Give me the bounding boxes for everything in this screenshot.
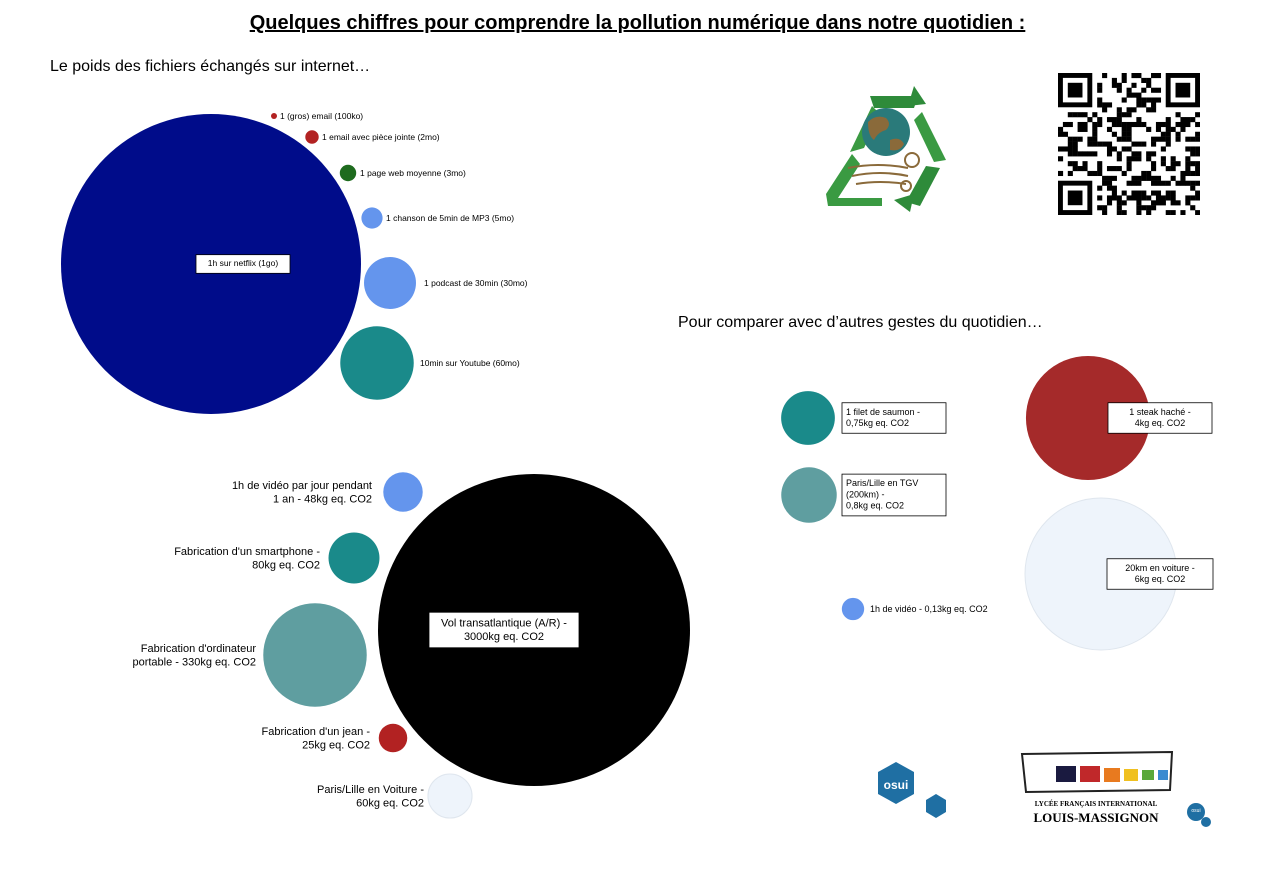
bubble-label-1-5: 1 podcast de 30min (30mo)	[424, 278, 528, 288]
osui-text: osui	[883, 778, 909, 792]
bubble-label-box-3-5	[1106, 558, 1214, 590]
bubble-label-3-3: 1h de vidéo - 0,13kg eq. CO2	[870, 604, 988, 614]
bubble-1-5	[364, 257, 416, 309]
bubble-2-2	[328, 532, 380, 584]
qr-code-icon	[1058, 73, 1200, 215]
school-line1: LYCÉE FRANÇAIS INTERNATIONAL	[1034, 800, 1158, 808]
bubble-label-2-6: Vol transatlantique (A/R) -3000kg eq. CO…	[441, 617, 567, 643]
bubble-label-box-3-4	[1107, 402, 1213, 434]
bubble-1-6	[340, 326, 414, 400]
subtitle-compare: Pour comparer avec d’autres gestes du qu…	[678, 314, 1043, 331]
bubble-label-1-7: 1h sur netflix (1go)	[208, 258, 279, 268]
osui-logo: osui	[874, 760, 958, 826]
bubble-label-3-2: Paris/Lille en TGV (200km) -0,8kg eq. CO2	[846, 478, 918, 511]
bubble-label-2-1: 1h de vidéo par jour pendant 1 an - 48kg …	[232, 480, 372, 506]
small-osui-text: osui	[1191, 808, 1201, 814]
recycle-earth-icon	[826, 86, 946, 212]
bubble-label-1-4: 1 chanson de 5min de MP3 (5mo)	[386, 213, 514, 223]
bubble-label-1-3: 1 page web moyenne (3mo)	[360, 168, 466, 178]
bubble-label-box-3-1	[841, 402, 947, 434]
bubble-label-3-1: 1 filet de saumon -0,75kg eq. CO2	[846, 407, 920, 428]
bubble-label-box-1-7	[195, 254, 291, 274]
bubble-label-1-2: 1 email avec pièce jointe (2mo)	[322, 132, 440, 142]
bubble-chart-3	[781, 355, 1178, 651]
school-line2: LOUIS-MASSIGNON	[1033, 810, 1159, 825]
school-logo: LYCÉE FRANÇAIS INTERNATIONAL LOUIS-MASSI…	[1014, 748, 1220, 832]
bubble-3-1	[781, 391, 835, 445]
bubble-3-2	[781, 467, 837, 523]
bubble-label-box-2-6	[428, 611, 580, 649]
bubble-1-1	[271, 113, 277, 119]
subtitle-files: Le poids des fichiers échangés sur inter…	[50, 58, 371, 75]
bubble-2-1	[383, 472, 423, 512]
bubble-3-4	[1025, 355, 1151, 481]
bubble-2-5	[427, 773, 473, 819]
bubble-label-3-5: 20km en voiture -6kg eq. CO2	[1125, 563, 1195, 584]
bubble-2-4	[378, 723, 408, 753]
bubble-label-2-3: Fabrication d'ordinateur portable - 330kg…	[132, 643, 256, 669]
bubble-2-3	[263, 603, 367, 707]
bubble-label-3-4: 1 steak haché -4kg eq. CO2	[1129, 407, 1191, 428]
bubble-label-2-4: Fabrication d'un jean -25kg eq. CO2	[262, 726, 371, 752]
bubble-label-1-1: 1 (gros) email (100ko)	[280, 111, 363, 121]
bubble-3-3	[841, 597, 865, 621]
bubble-label-2-2: Fabrication d'un smartphone -80kg eq. CO…	[174, 546, 320, 572]
bubble-1-4	[361, 207, 383, 229]
bubble-label-box-3-2	[841, 473, 947, 517]
bubble-label-1-6: 10min sur Youtube (60mo)	[420, 358, 520, 368]
bubble-1-2	[305, 130, 319, 144]
bubble-label-2-5: Paris/Lille en Voiture -60kg eq. CO2	[317, 784, 424, 810]
bubble-1-3	[339, 164, 357, 182]
page-title: Quelques chiffres pour comprendre la pol…	[249, 12, 1026, 34]
